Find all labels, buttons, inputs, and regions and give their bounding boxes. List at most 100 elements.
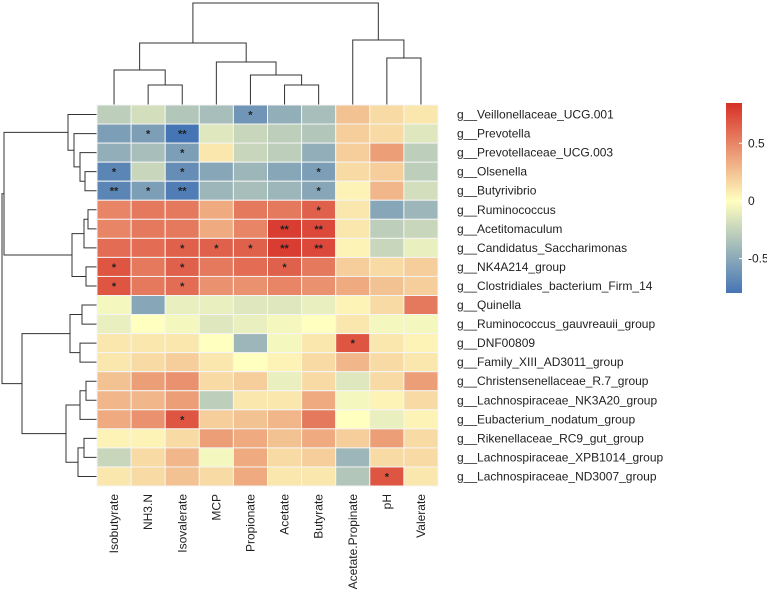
- heatmap-cell: [164, 104, 200, 125]
- heatmap-cell: [369, 295, 405, 316]
- row-label: g__Clostridiales_bacterium_Firm_14: [457, 279, 653, 293]
- dendrogram-branch: [3, 131, 72, 256]
- heatmap-cell: [267, 295, 303, 316]
- heatmap-cell: [403, 237, 439, 258]
- heatmap-cell: [130, 104, 166, 125]
- row-label: g__Butyrivibrio: [457, 184, 537, 198]
- heatmap-cell: [301, 352, 337, 373]
- heatmap-cell: [369, 199, 405, 220]
- significance-mark: *: [180, 281, 185, 293]
- heatmap-cell: [301, 256, 337, 277]
- column-label: Isovalerate: [175, 494, 189, 553]
- dendrogram-branch: [284, 84, 320, 105]
- heatmap-cell: [403, 466, 439, 487]
- heatmap-cell: [301, 333, 337, 354]
- dendrogram-branch: [1, 193, 22, 385]
- heatmap-cell: [267, 104, 303, 125]
- heatmap-cell: [403, 104, 439, 125]
- heatmap-cell: [267, 123, 303, 144]
- heatmap-cell: [96, 199, 132, 220]
- heatmap-cell: [130, 142, 166, 163]
- heatmap-cell: [267, 161, 303, 182]
- dendrogram-branch: [83, 437, 97, 458]
- heatmap-cell: [335, 295, 371, 316]
- heatmap-cell: [301, 123, 337, 144]
- column-label: pH: [380, 494, 394, 509]
- heatmap-cell: [130, 275, 166, 297]
- heatmap-cell: [96, 237, 132, 258]
- heatmap-cell: [335, 390, 371, 411]
- heatmap-cell: [164, 390, 200, 411]
- heatmap-cell: [130, 295, 166, 316]
- row-label: g__Prevotellaceae_UCG.003: [457, 146, 613, 160]
- heatmap-cell: [198, 199, 234, 220]
- significance-mark: **: [110, 186, 119, 198]
- significance-mark: **: [314, 243, 323, 255]
- heatmap-cell: [130, 428, 166, 449]
- heatmap-cell: [164, 371, 200, 392]
- significance-mark: *: [282, 262, 287, 274]
- heatmap-cell: [267, 180, 303, 201]
- significance-mark: *: [180, 262, 185, 274]
- heatmap-cell: [130, 199, 166, 220]
- heatmap-cell: [198, 390, 234, 411]
- colorbar-tick-label: -0.5: [748, 251, 767, 265]
- heatmap-cell: [232, 352, 268, 373]
- heatmap-cell: [232, 256, 268, 277]
- heatmap-cell: [198, 371, 234, 392]
- dendrogram-branch: [21, 333, 70, 435]
- row-label: g__Veillonellaceae_UCG.001: [457, 108, 614, 122]
- heatmap-cell: [164, 333, 200, 354]
- heatmap-cell: [96, 428, 132, 449]
- significance-mark: *: [248, 243, 253, 255]
- dendrogram-branch: [67, 114, 97, 151]
- heatmap-cell: [198, 409, 234, 430]
- heatmap-cell: [232, 275, 268, 297]
- heatmap-cell: [96, 104, 132, 125]
- heatmap-cell: [198, 447, 234, 468]
- heatmap-cell: [232, 199, 268, 220]
- dendrogram-branch: [79, 390, 97, 420]
- heatmap-cell: [301, 314, 337, 335]
- heatmap-cell: [232, 466, 268, 487]
- heatmap-cell: [335, 142, 371, 163]
- heatmap-cell: [198, 466, 234, 487]
- heatmap-cell: [335, 428, 371, 449]
- heatmap-cell: [96, 409, 132, 430]
- heatmap-cell: [369, 333, 405, 354]
- row-label: g__Lachnospiraceae_NK3A20_group: [457, 393, 657, 407]
- dendrogram-branch: [83, 218, 97, 249]
- heatmap-cell: [232, 390, 268, 411]
- heatmap-cell: [369, 428, 405, 449]
- row-label: g__Ruminococcus_gauvreauii_group: [457, 317, 655, 331]
- heatmap-cell: [232, 295, 268, 316]
- heatmap-cell: [198, 352, 234, 373]
- heatmap-cell: [301, 466, 337, 487]
- row-label: g__Ruminococcus: [457, 203, 556, 217]
- column-label: Isobutyrate: [107, 494, 121, 554]
- heatmap-cell: [369, 409, 405, 430]
- column-label: Valerate: [414, 494, 428, 538]
- significance-mark: *: [317, 205, 322, 217]
- heatmap-cell: [198, 314, 234, 335]
- heatmap-cell: [369, 314, 405, 335]
- heatmap-cell: [369, 371, 405, 392]
- heatmap-cell: [267, 390, 303, 411]
- heatmap-cell: [369, 218, 405, 239]
- heatmap-cell: [369, 180, 405, 201]
- significance-mark: **: [280, 224, 289, 236]
- dendrogram-branch: [113, 69, 166, 105]
- heatmap-cell: [267, 466, 303, 487]
- heatmap-cell: [403, 314, 439, 335]
- heatmap-cell: [130, 447, 166, 468]
- row-label: g__Lachnospiraceae_XPB1014_group: [457, 450, 663, 464]
- heatmap-cell: [301, 295, 337, 316]
- heatmap-cell: [335, 123, 371, 144]
- heatmap-cell: [335, 371, 371, 392]
- heatmap-cell: [164, 314, 200, 335]
- heatmap-cell: [130, 256, 166, 277]
- heatmap-cell: [301, 409, 337, 430]
- row-label: g__Christensenellaceae_R.7_group: [457, 374, 649, 388]
- heatmap-cell: [198, 295, 234, 316]
